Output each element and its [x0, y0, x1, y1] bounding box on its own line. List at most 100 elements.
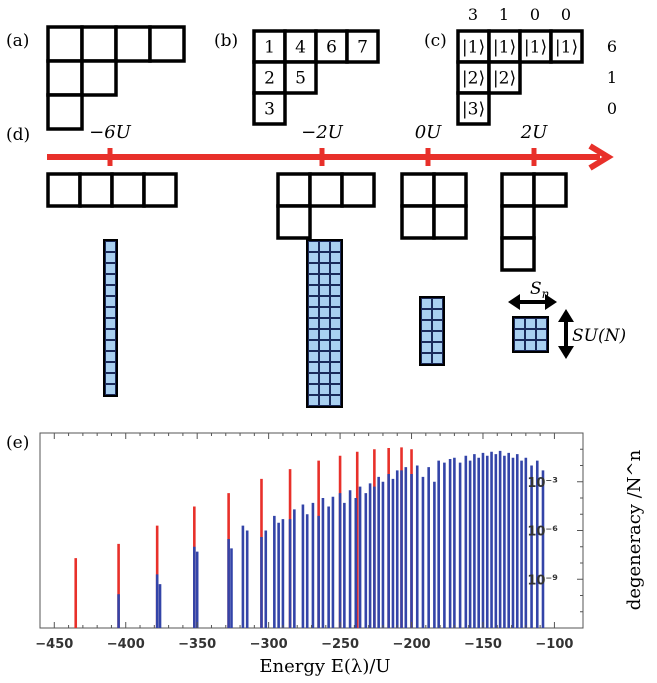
- block-matrix-cell: [106, 330, 115, 339]
- young-a-cell: [46, 25, 84, 63]
- block-matrix-cell: [309, 297, 318, 306]
- column-count: 3: [468, 5, 478, 24]
- block-matrix-cell: [526, 319, 535, 328]
- block-matrix-cell: [433, 321, 442, 330]
- degeneracy-chart: −450 −400 −350 −300 −250 −200 −150 −100 10⁻⁹ 10⁻⁶…: [35, 432, 645, 677]
- young-c-cell: [456, 91, 491, 126]
- block-matrix-cell: [320, 308, 329, 317]
- young-a-cell: [46, 93, 84, 131]
- block-matrix-cell: [309, 374, 318, 383]
- chart-frame: [39, 432, 584, 629]
- energy-young-diagram-cell: [110, 172, 146, 208]
- young-c-cell: [518, 29, 553, 64]
- young-c-cell: [456, 29, 491, 64]
- young-c-cell: [549, 29, 584, 64]
- energy-young-diagram-cell: [276, 204, 312, 240]
- block-matrix-cell: [515, 319, 524, 328]
- block-matrix-cell: [320, 396, 329, 405]
- energy-young-diagram-cell: [78, 172, 114, 208]
- block-matrix-cell: [433, 354, 442, 363]
- block-matrix-cell: [331, 374, 340, 383]
- block-matrix-cell: [106, 352, 115, 361]
- energy-axis-tick-label: −2U: [301, 122, 344, 143]
- block-matrix-cell: [433, 299, 442, 308]
- young-c-entry: |1⟩: [493, 38, 516, 58]
- block-matrix-frame: [103, 239, 118, 397]
- block-matrix-cell: [331, 352, 340, 361]
- block-matrix-frame: [419, 296, 445, 366]
- young-a-cell: [148, 25, 186, 63]
- young-c-entry: |2⟩: [493, 69, 516, 89]
- block-matrix-cell: [537, 319, 546, 328]
- energy-young-diagram-cell: [500, 204, 536, 240]
- y-tick-label: 10⁻⁹: [527, 573, 558, 588]
- block-matrix-cell: [331, 396, 340, 405]
- block-matrix-cell: [537, 341, 546, 350]
- block-matrix-cell: [106, 341, 115, 350]
- block-matrix-cell: [320, 341, 329, 350]
- block-matrix-cell: [331, 308, 340, 317]
- block-matrix-cell: [515, 341, 524, 350]
- block-matrix-cell: [422, 343, 431, 352]
- sun-label: SU(N): [572, 326, 626, 346]
- block-matrix-cell: [309, 319, 318, 328]
- block-matrix-cell: [106, 253, 115, 262]
- block-matrix-cell: [309, 253, 318, 262]
- block-matrix-cell: [309, 396, 318, 405]
- young-b-entry: 2: [264, 69, 275, 89]
- energy-axis-tick-label: −6U: [89, 122, 132, 143]
- block-matrix-cell: [320, 264, 329, 273]
- x-axis-label: Energy E(λ)/U: [259, 656, 390, 677]
- block-matrix-cell: [331, 385, 340, 394]
- block-matrix-cell: [331, 330, 340, 339]
- young-c-entry: |1⟩: [555, 38, 578, 58]
- block-matrix-cell: [320, 297, 329, 306]
- energy-axis-arrowhead: [588, 143, 614, 171]
- block-matrix-cell: [106, 275, 115, 284]
- young-b-entry: 3: [264, 100, 275, 120]
- block-matrix-cell: [309, 275, 318, 284]
- young-a-cell: [114, 25, 152, 63]
- block-matrix-cell: [331, 363, 340, 372]
- sun-arrow: [558, 309, 574, 359]
- block-matrix-cell: [422, 299, 431, 308]
- block-matrix-cell: [331, 253, 340, 262]
- x-tick-label: −150: [464, 637, 502, 652]
- young-b-entry: 5: [295, 69, 306, 89]
- block-matrix-cell: [515, 330, 524, 339]
- energy-young-diagram-cell: [432, 172, 468, 208]
- young-b-cell: [283, 60, 318, 95]
- block-matrix-cell: [309, 242, 318, 251]
- young-b-entry: 7: [357, 38, 368, 58]
- young-c-entry: |1⟩: [524, 38, 547, 58]
- block-matrix-cell: [422, 354, 431, 363]
- block-matrix-cell: [309, 286, 318, 295]
- block-matrix-cell: [106, 385, 115, 394]
- block-matrix-cell: [320, 363, 329, 372]
- young-b-cell: [345, 29, 380, 64]
- young-b-entry: 1: [264, 38, 275, 58]
- block-matrix-cell: [309, 264, 318, 273]
- block-matrix-cell: [433, 310, 442, 319]
- energy-young-diagram-cell: [46, 172, 82, 208]
- energy-young-diagram-cell: [432, 204, 468, 240]
- block-matrix-cell: [320, 319, 329, 328]
- block-matrix-cell: [433, 343, 442, 352]
- young-c-entry: |3⟩: [462, 100, 485, 120]
- block-matrix-cell: [331, 341, 340, 350]
- energy-young-diagram-cell: [500, 172, 536, 208]
- block-matrix-cell: [309, 363, 318, 372]
- young-b-entry: 6: [326, 38, 337, 58]
- block-matrix-cell: [320, 330, 329, 339]
- block-matrix-cell: [309, 308, 318, 317]
- energy-young-diagram-cell: [276, 172, 312, 208]
- x-tick-label: −450: [35, 637, 73, 652]
- row-count: 6: [607, 37, 617, 56]
- panel-d-label: (d): [6, 125, 30, 145]
- young-a-cell: [46, 59, 84, 97]
- panel-b-label: (b): [214, 31, 238, 51]
- block-matrix-cell: [320, 352, 329, 361]
- energy-axis-young-diagrams: [46, 172, 568, 272]
- block-matrix-cell: [106, 264, 115, 273]
- column-count: 0: [530, 5, 540, 24]
